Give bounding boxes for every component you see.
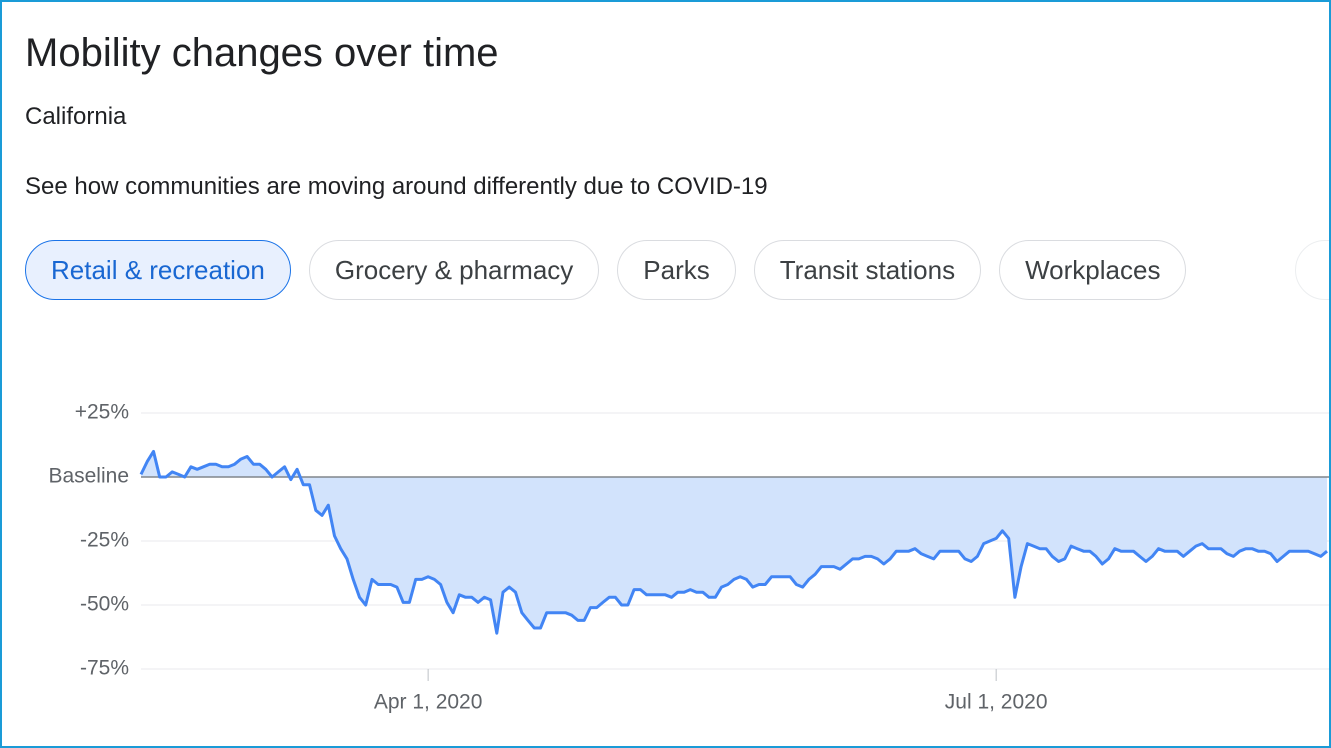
y-tick-label: Baseline [48,465,129,488]
area [141,451,1327,634]
y-tick-label: -75% [80,657,129,680]
category-tab[interactable]: Retail & recreation [25,240,291,300]
tab-bar: Retail & recreation Grocery & pharmacy Par… [25,240,1187,300]
description: See how communities are moving around di… [25,173,768,200]
category-tab[interactable]: Grocery & pharmacy [308,240,600,300]
line [139,449,1328,635]
x-tick-label: Apr 1, 2020 [374,691,483,714]
region: California [25,103,127,130]
y-tick-label: +25% [75,401,129,424]
y-tick-label: -25% [80,529,129,552]
category-tab[interactable]: Parks [617,240,736,300]
y-tick-label: -50% [80,593,129,616]
x-tick-label: Jul 1, 2020 [945,691,1048,714]
category-tab[interactable]: Transit stations [753,240,982,300]
title: Mobility changes over time [25,31,499,75]
category-tab[interactable]: Workplaces [999,240,1187,300]
